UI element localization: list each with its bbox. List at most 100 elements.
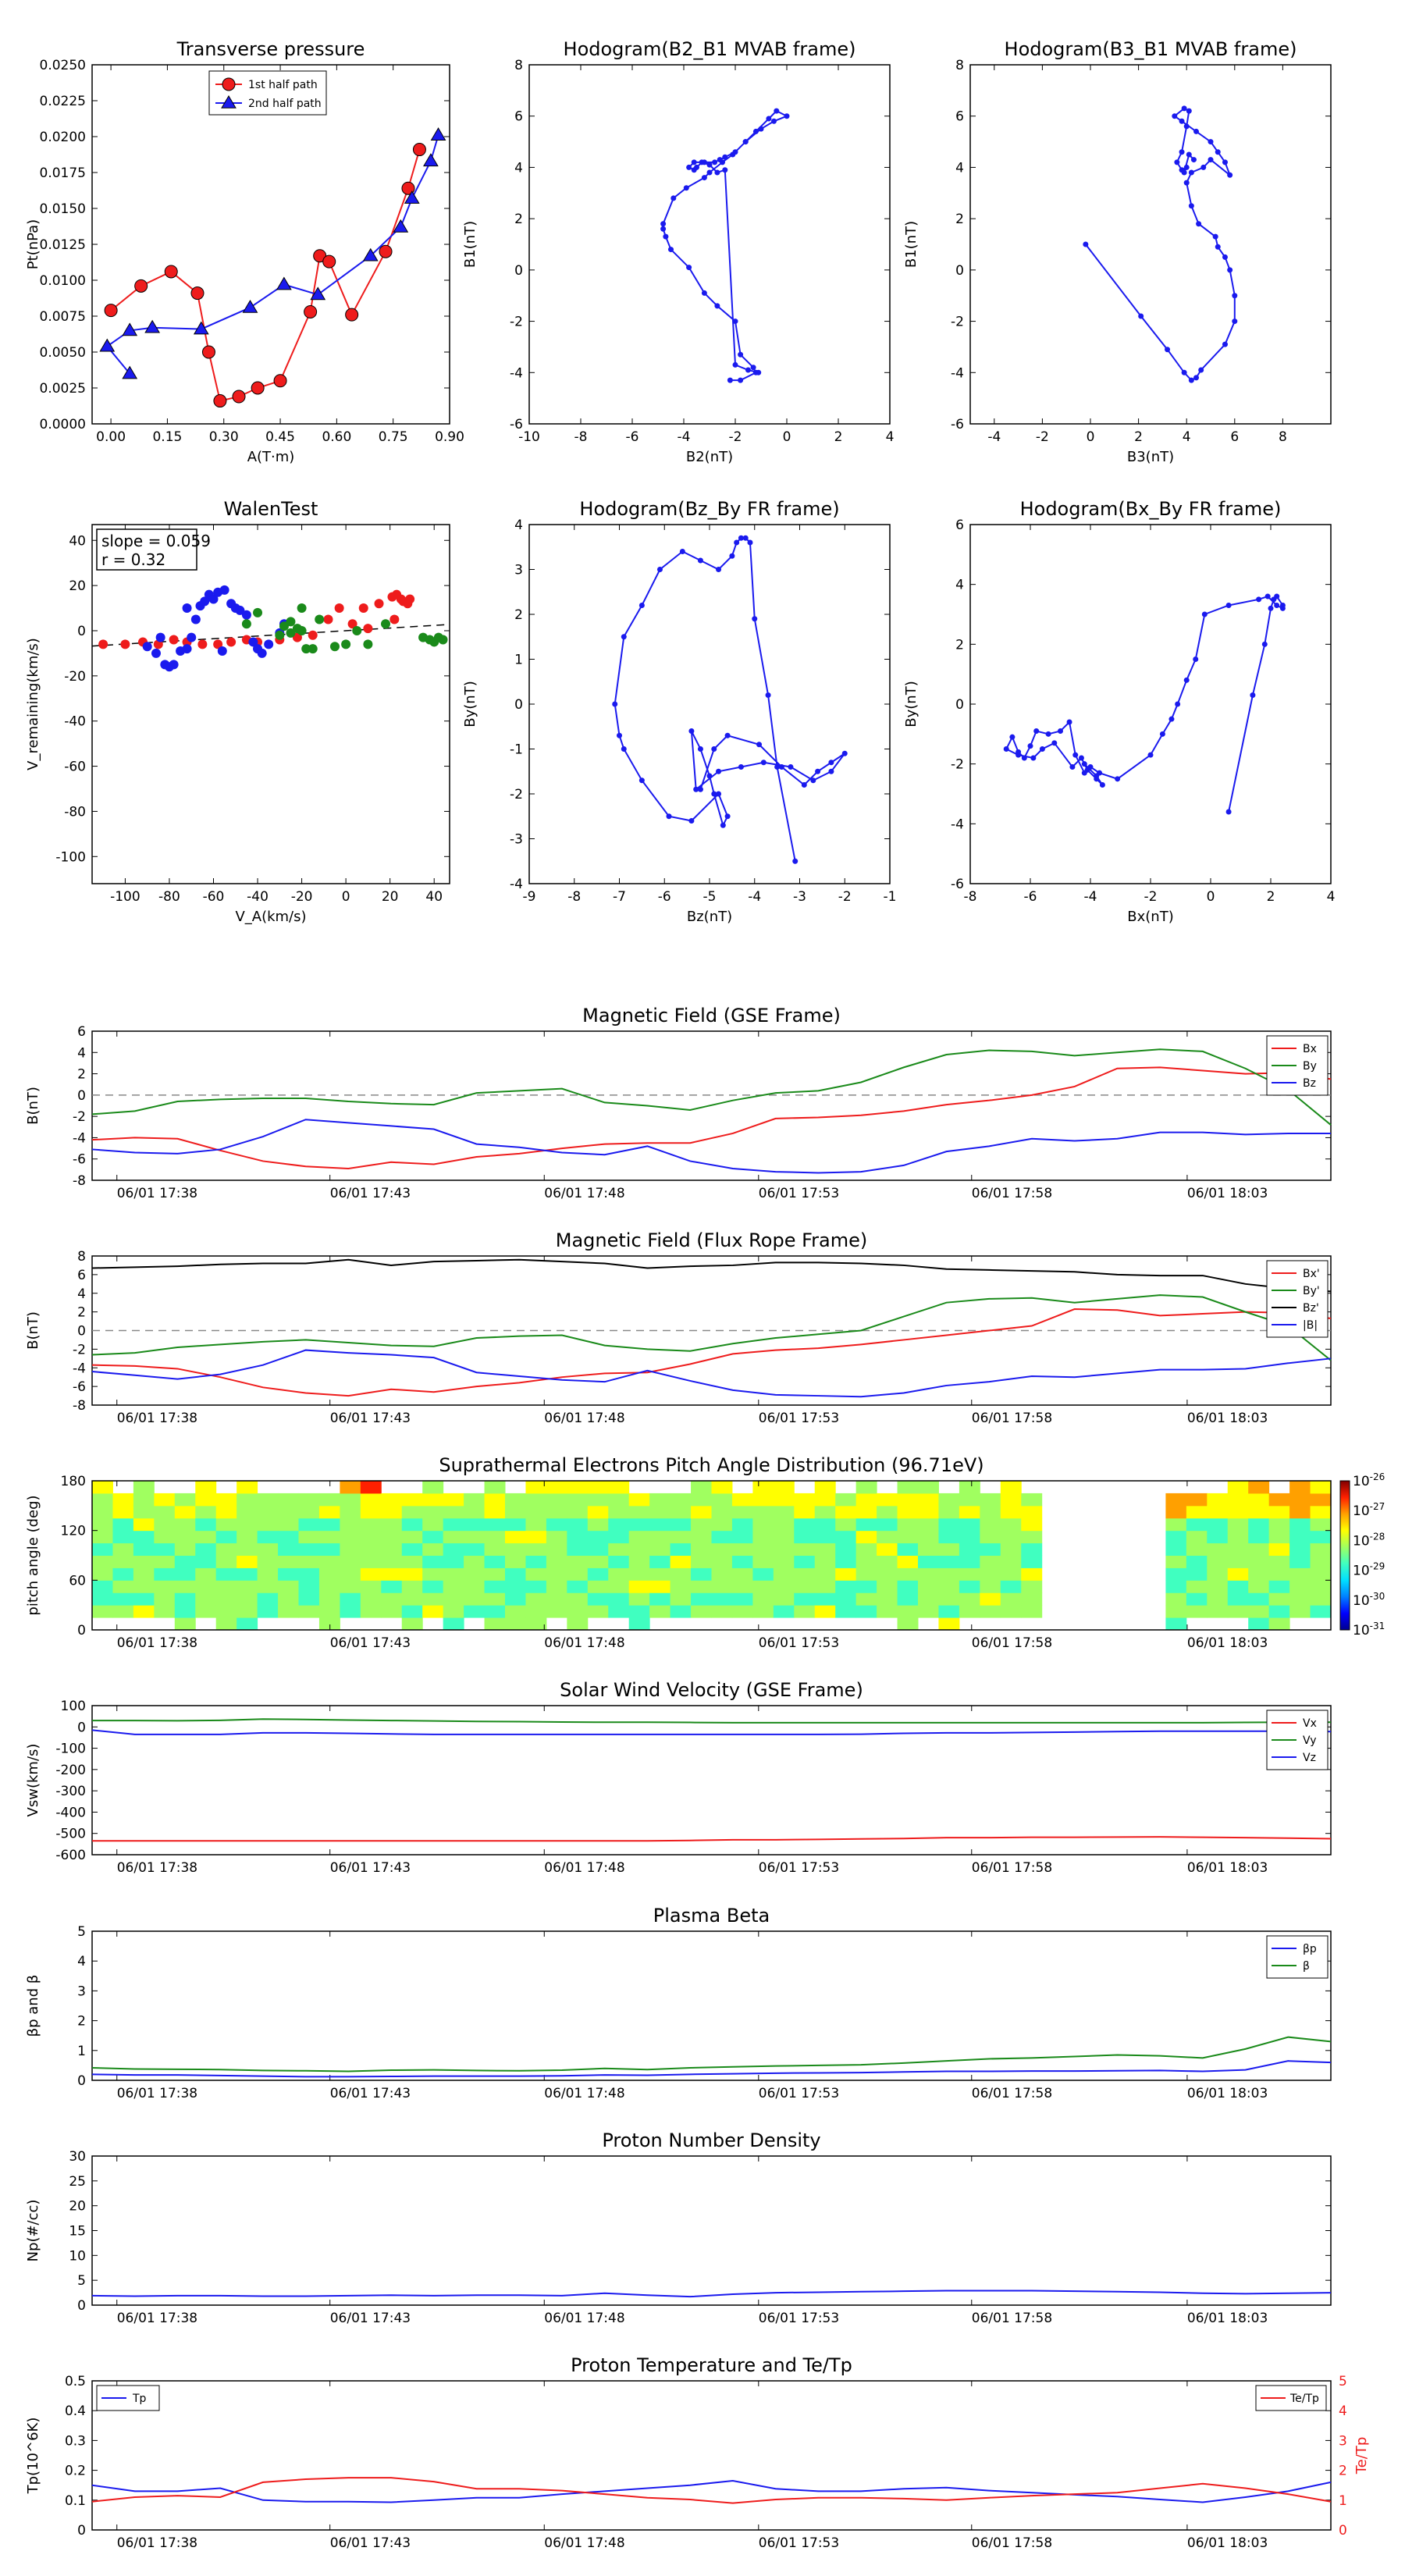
heatmap-cell [360, 1592, 382, 1606]
data-point [1183, 123, 1190, 130]
heatmap-cell [711, 1555, 733, 1568]
heatmap-cell [608, 1481, 630, 1494]
data-point [1159, 731, 1165, 737]
heatmap-cell [1165, 1530, 1187, 1544]
heatmap-cell [112, 1530, 134, 1544]
heatmap-cell [918, 1580, 939, 1593]
y-tick-label: 0.0150 [40, 201, 86, 217]
chart-pad: Suprathermal Electrons Pitch Angle Distr… [25, 1454, 1385, 1651]
plot-frame [91, 64, 450, 425]
y-tick-label-right: 5 [1339, 2374, 1347, 2389]
heatmap-cell [112, 1517, 134, 1532]
heatmap-cell [731, 1493, 753, 1507]
heatmap-cell [628, 1555, 650, 1568]
data-point [374, 599, 384, 609]
heatmap-cell [649, 1493, 671, 1507]
data-point [734, 539, 740, 546]
heatmap-cell [1310, 1555, 1332, 1568]
y-tick-label: -100 [55, 1742, 86, 1757]
x-tick-label: 06/01 17:43 [330, 1635, 411, 1651]
heatmap-cell [484, 1530, 506, 1544]
y-tick-label: -4 [73, 1130, 86, 1146]
data-point [1099, 782, 1105, 788]
y-tick-label: 0.0000 [40, 417, 86, 432]
heatmap-cell [752, 1605, 774, 1618]
data-point [738, 764, 744, 770]
series-line [91, 1048, 1332, 1126]
data-point [617, 732, 622, 738]
data-point [241, 610, 251, 620]
data-point [688, 728, 695, 734]
heatmap-cell [691, 1580, 712, 1593]
heatmap-cell [773, 1592, 795, 1606]
heatmap-cell [587, 1555, 609, 1568]
data-point [688, 818, 695, 824]
y-tick-label: 15 [69, 2224, 86, 2240]
heatmap-cell [422, 1505, 444, 1519]
heatmap-cell [340, 1481, 361, 1494]
data-point [1188, 203, 1194, 209]
heatmap-cell [215, 1555, 237, 1568]
heatmap-cell [731, 1530, 753, 1544]
y-tick-label: -200 [55, 1763, 86, 1778]
data-point [363, 624, 373, 634]
heatmap-cell [670, 1555, 692, 1568]
data-point [273, 374, 287, 388]
heatmap-cell [670, 1517, 692, 1532]
heatmap-cell [1268, 1617, 1290, 1631]
heatmap-cell [237, 1505, 258, 1519]
heatmap-cell [154, 1542, 176, 1556]
data-point [792, 858, 799, 864]
heatmap-cell [1289, 1481, 1311, 1494]
data-point [774, 108, 780, 114]
heatmap-cell [484, 1542, 506, 1556]
data-point [1084, 767, 1090, 773]
heatmap-cell [1165, 1517, 1187, 1532]
data-point [190, 286, 205, 301]
data-point [1208, 157, 1214, 163]
data-point [686, 265, 692, 271]
x-tick-label: 06/01 17:38 [117, 2311, 197, 2326]
heatmap-cell [443, 1580, 464, 1593]
series-line [1085, 107, 1236, 382]
heatmap-cell [814, 1481, 836, 1494]
data-point [381, 619, 391, 629]
y-tick-label: 1 [77, 2044, 86, 2059]
data-point [1208, 139, 1214, 145]
heatmap-cell [422, 1493, 444, 1507]
chart-title: Plasma Beta [653, 1905, 770, 1927]
heatmap-cell [195, 1580, 217, 1593]
heatmap-cell [938, 1542, 960, 1556]
data-point [275, 630, 285, 640]
data-point [621, 746, 627, 752]
y-tick-label: 0.1 [65, 2493, 86, 2509]
data-point [771, 118, 777, 124]
x-tick-label: 0.00 [96, 429, 126, 445]
data-point [187, 632, 197, 642]
heatmap-cell [877, 1517, 898, 1532]
plot-frame [91, 1705, 1332, 1856]
heatmap-cell [1289, 1605, 1311, 1618]
data-point [724, 813, 731, 820]
x-tick-label: -9 [523, 889, 536, 905]
x-tick-label: 06/01 17:38 [117, 2086, 197, 2101]
y-tick-label: 0 [514, 263, 523, 279]
heatmap-cell [794, 1580, 816, 1593]
x-tick-label: -4 [748, 889, 761, 905]
heatmap-cell [711, 1567, 733, 1581]
heatmap-cell [628, 1617, 650, 1631]
heatmap-cell [237, 1517, 258, 1532]
heatmap-cell [1310, 1481, 1332, 1494]
data-point [430, 127, 446, 141]
series-line [91, 1729, 1332, 1735]
data-point [363, 639, 373, 649]
heatmap-cell [731, 1580, 753, 1593]
data-point [1227, 267, 1233, 273]
x-tick-label: 4 [1327, 889, 1336, 905]
y-tick-label: 2 [955, 212, 964, 227]
data-point [774, 764, 781, 770]
heatmap-cell [1186, 1505, 1208, 1519]
data-point [1058, 728, 1063, 734]
y-tick-label: 2 [77, 1305, 86, 1321]
x-tick-label: 06/01 17:38 [117, 2535, 197, 2551]
